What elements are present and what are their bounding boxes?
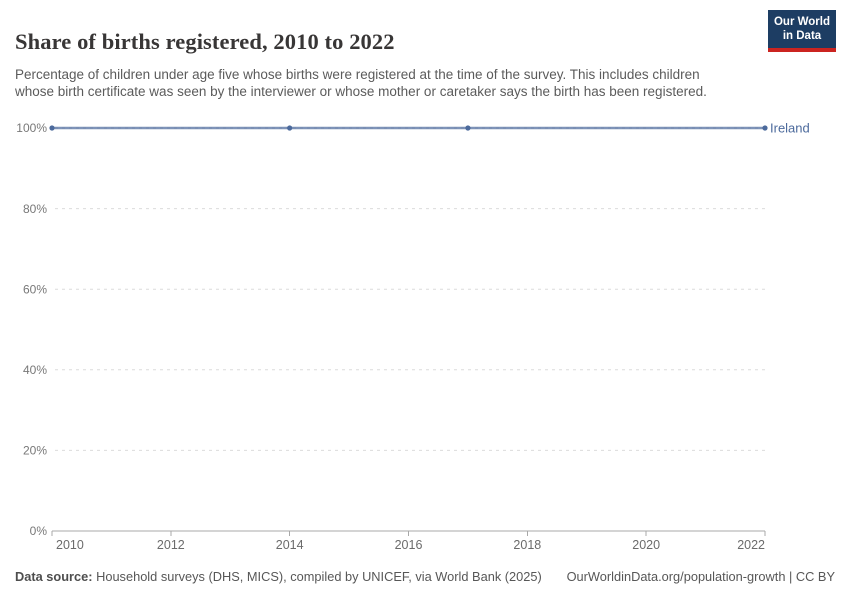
y-axis-tick-label: 0%: [30, 524, 48, 538]
entity-label-ireland[interactable]: Ireland: [770, 121, 810, 136]
page-subtitle: Percentage of children under age five wh…: [15, 66, 707, 100]
data-source-label: Data source:: [15, 569, 93, 584]
y-axis-tick-label: 80%: [23, 202, 47, 216]
data-point-marker[interactable]: [465, 125, 471, 131]
x-axis-tick-label: 2014: [276, 538, 304, 552]
data-source-note: Data source: Household surveys (DHS, MIC…: [15, 569, 542, 584]
y-axis-tick-label: 20%: [23, 444, 47, 458]
x-axis-tick-label: 2012: [157, 538, 185, 552]
owid-logo[interactable]: Our World in Data: [768, 10, 836, 52]
data-point-marker[interactable]: [49, 125, 55, 131]
y-axis-tick-label: 100%: [16, 121, 47, 135]
x-axis-tick-label: 2016: [395, 538, 423, 552]
y-axis-tick-label: 60%: [23, 282, 47, 296]
page-title: Share of births registered, 2010 to 2022: [15, 29, 395, 55]
data-source-text: Household surveys (DHS, MICS), compiled …: [92, 569, 542, 584]
owid-logo-line1: Our World: [773, 16, 830, 28]
attribution-link[interactable]: OurWorldinData.org/population-growth | C…: [566, 569, 835, 584]
x-axis-tick-label: 2018: [513, 538, 541, 552]
x-axis-tick-label: 2020: [632, 538, 660, 552]
data-point-marker[interactable]: [287, 125, 293, 131]
chart-footer: Data source: Household surveys (DHS, MIC…: [15, 569, 835, 584]
y-axis-tick-label: 40%: [23, 363, 47, 377]
x-axis-tick-label: 2022: [737, 538, 765, 552]
x-axis-tick-label: 2010: [56, 538, 84, 552]
data-point-marker[interactable]: [762, 125, 768, 131]
owid-logo-line2: in Data: [782, 30, 822, 42]
